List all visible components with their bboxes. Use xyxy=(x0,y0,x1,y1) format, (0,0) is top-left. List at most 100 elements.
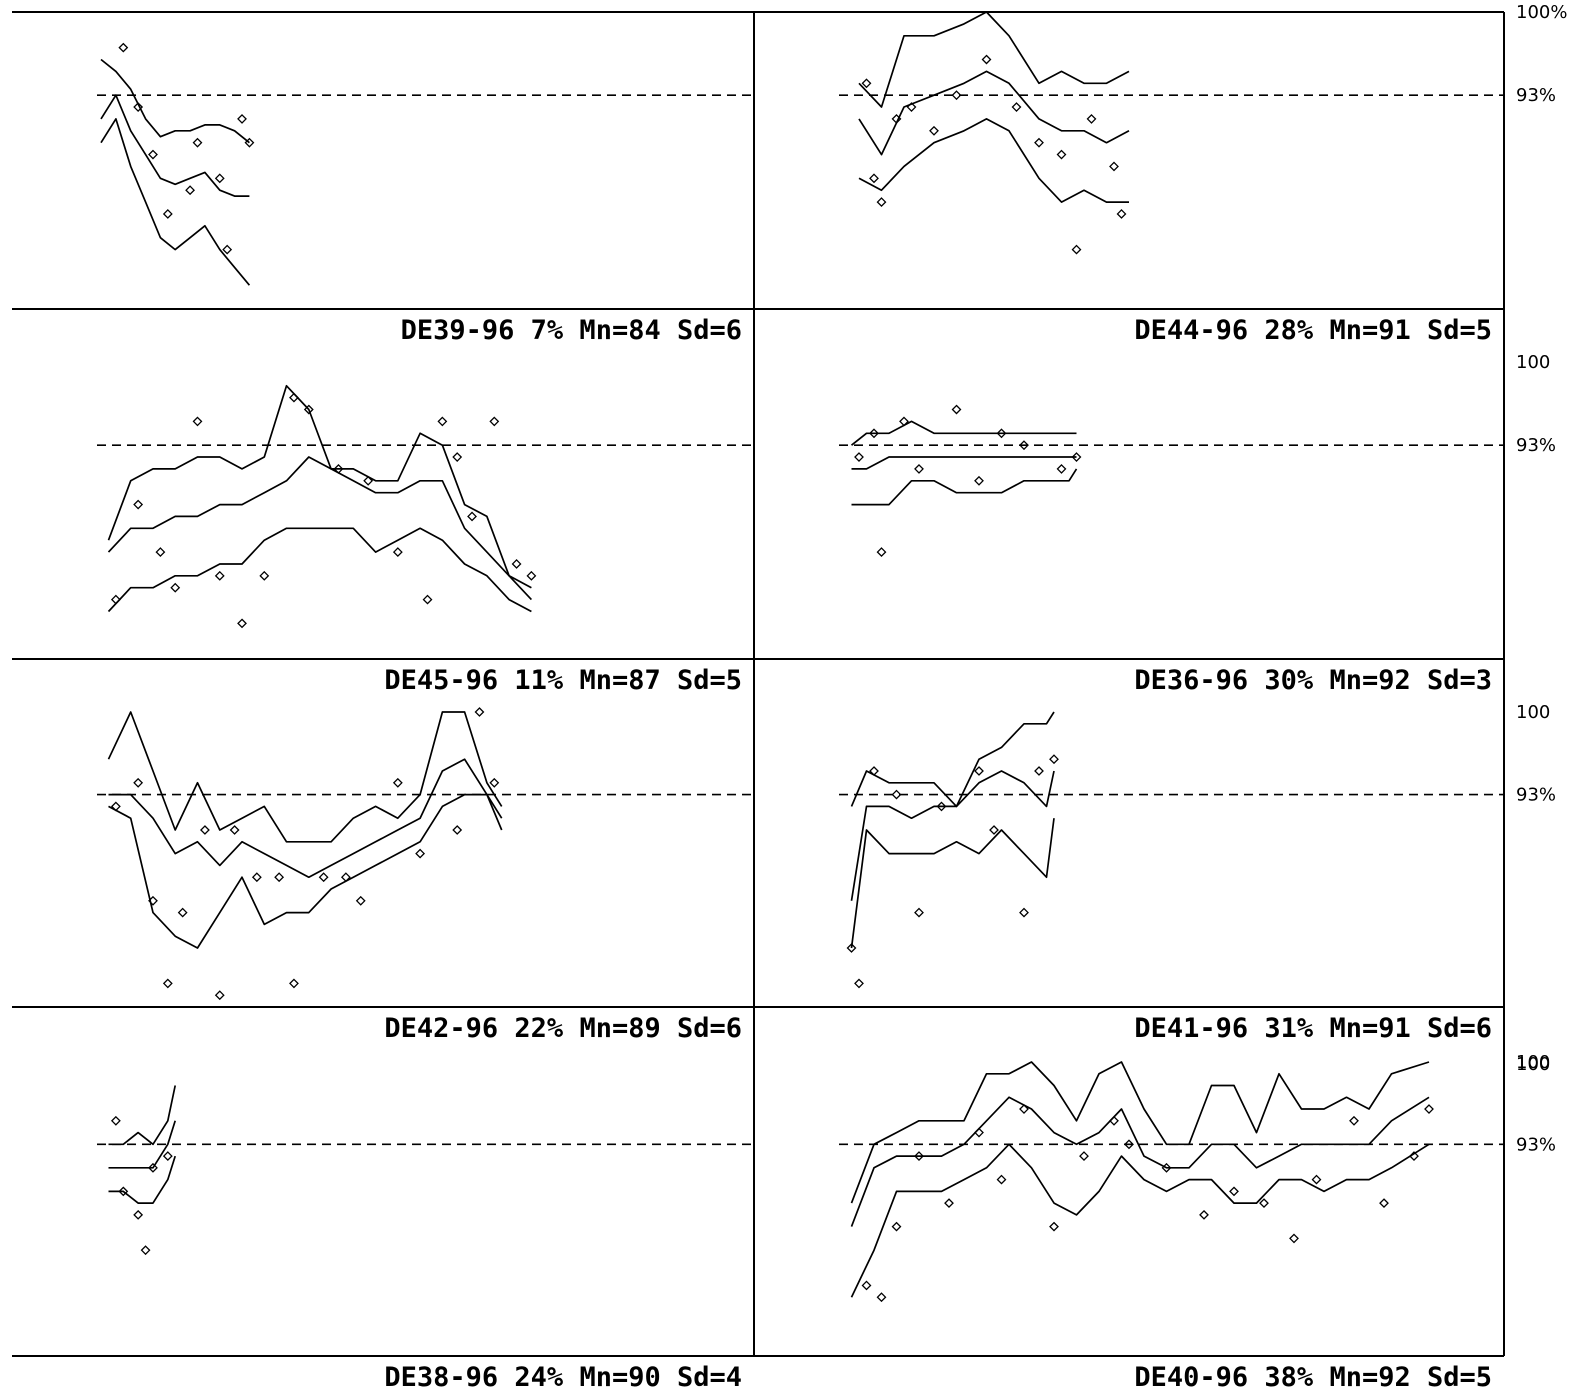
data-point xyxy=(318,872,329,883)
data-point xyxy=(1109,161,1119,172)
panel-4: DE36-96 30% Mn=92 Sd=3 xyxy=(754,404,1504,696)
data-point xyxy=(1056,464,1067,474)
data-point xyxy=(1086,114,1097,124)
data-point xyxy=(355,895,366,906)
data-point xyxy=(452,452,463,462)
panel-caption: DE44-96 28% Mn=91 Sd=5 xyxy=(1134,315,1492,346)
panels-group: DE39-96 7% Mn=84 Sd=6 DE44-96 28% Mn=91 S… xyxy=(12,2,1567,1388)
data-point xyxy=(274,872,285,883)
row-y-labels: 100 93% xyxy=(1516,1052,1556,1155)
data-point xyxy=(467,511,477,522)
panel-caption: DE40-96 38% Mn=92 Sd=5 xyxy=(1134,1362,1492,1388)
data-point xyxy=(1056,149,1067,160)
data-point xyxy=(891,789,902,800)
data-point xyxy=(133,1209,144,1220)
series-line-3 xyxy=(850,1143,1430,1298)
data-point xyxy=(437,416,448,427)
data-point xyxy=(1199,1209,1209,1220)
data-point xyxy=(929,125,939,136)
series-line-1 xyxy=(850,1061,1430,1204)
data-point xyxy=(140,1245,151,1256)
data-point xyxy=(1259,1198,1269,1209)
data-point xyxy=(974,1127,984,1138)
data-point xyxy=(876,197,887,207)
panel-1: DE39-96 7% Mn=84 Sd=6 xyxy=(12,42,754,346)
y-label-93: 93% xyxy=(1516,435,1556,456)
data-point xyxy=(185,185,195,196)
row-y-labels: 100 93% xyxy=(1516,702,1556,806)
data-point xyxy=(526,570,537,581)
data-point xyxy=(148,1162,158,1173)
data-point xyxy=(854,978,864,989)
series-line-2 xyxy=(851,456,1077,470)
data-point xyxy=(891,1221,902,1232)
data-point xyxy=(177,907,188,918)
data-point xyxy=(1116,209,1127,219)
data-point xyxy=(1311,1174,1322,1185)
panel-caption: DE45-96 11% Mn=87 Sd=5 xyxy=(384,665,742,696)
series-line-1 xyxy=(107,711,503,843)
panel-3: DE45-96 11% Mn=87 Sd=5 xyxy=(12,384,754,696)
data-point xyxy=(876,547,887,557)
series-line-2 xyxy=(850,1096,1430,1227)
data-point xyxy=(148,149,158,160)
series-line-1 xyxy=(858,11,1130,108)
data-point xyxy=(1019,440,1029,451)
series-line-1 xyxy=(850,711,1055,808)
data-point xyxy=(989,825,999,835)
data-point xyxy=(363,475,374,486)
data-point xyxy=(340,872,351,883)
series-line-3 xyxy=(108,1155,177,1204)
data-point xyxy=(244,137,255,148)
data-point xyxy=(861,1280,872,1291)
row-y-labels: 100 93% xyxy=(1516,352,1556,456)
data-point xyxy=(914,464,924,474)
data-point xyxy=(891,114,902,124)
data-point xyxy=(192,416,203,427)
data-point xyxy=(452,825,463,835)
data-point xyxy=(1379,1198,1389,1209)
y-label-100: 100 xyxy=(1516,1054,1550,1075)
data-point xyxy=(214,173,225,184)
data-point xyxy=(1011,102,1022,112)
data-point xyxy=(200,825,210,835)
series-line-1 xyxy=(108,1085,177,1146)
data-point xyxy=(214,570,225,581)
panel-caption: DE42-96 22% Mn=89 Sd=6 xyxy=(384,1013,742,1044)
data-point xyxy=(869,428,879,439)
data-point xyxy=(489,416,500,427)
data-point xyxy=(148,895,158,906)
data-point xyxy=(1071,452,1082,462)
data-point xyxy=(237,618,247,629)
data-point xyxy=(162,978,173,989)
data-point xyxy=(170,582,181,593)
series-line-3 xyxy=(107,527,532,613)
panel-caption: DE41-96 31% Mn=91 Sd=6 xyxy=(1134,1013,1492,1044)
panel-8: DE40-96 38% Mn=92 Sd=5 100 xyxy=(754,1054,1550,1388)
data-point xyxy=(846,943,857,953)
data-point xyxy=(899,416,909,427)
series-line-3 xyxy=(100,118,251,286)
data-point xyxy=(1109,1115,1119,1126)
data-point xyxy=(944,1198,954,1209)
data-point xyxy=(162,209,173,219)
y-label-top: 100 xyxy=(1516,702,1550,723)
data-point xyxy=(1049,1221,1059,1232)
series-line-2 xyxy=(107,456,532,589)
series-line-1 xyxy=(100,58,250,144)
frame-group xyxy=(12,11,1505,1356)
data-point xyxy=(951,90,962,101)
series-line-1 xyxy=(850,420,1077,446)
data-point xyxy=(1161,1162,1172,1173)
data-point xyxy=(110,594,121,605)
data-point xyxy=(133,102,144,112)
data-point xyxy=(289,978,299,989)
data-point xyxy=(1409,1151,1419,1161)
data-point xyxy=(1019,1104,1029,1114)
data-point xyxy=(1124,1139,1134,1150)
series-line-1 xyxy=(107,384,533,601)
series-line-3 xyxy=(108,793,503,949)
data-point xyxy=(192,137,203,148)
data-point xyxy=(214,990,225,1001)
